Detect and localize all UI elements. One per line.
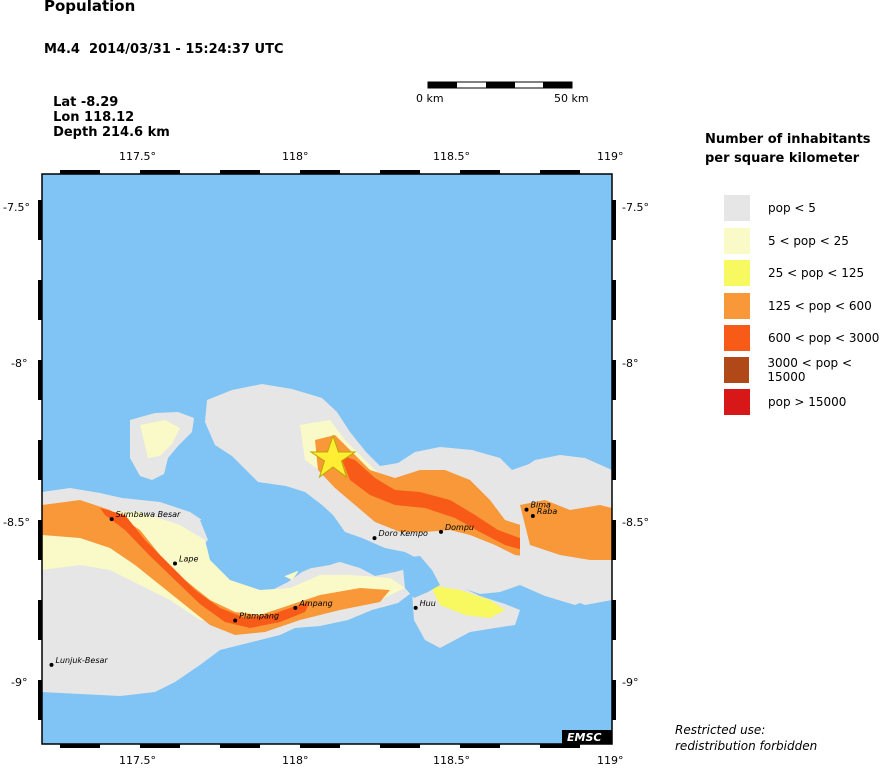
lat-tick-left-4: -9° xyxy=(11,676,28,689)
scale-end-label: 50 km xyxy=(554,92,589,105)
bay-cempi xyxy=(402,556,440,598)
lat-tick-right-2: -8° xyxy=(622,357,639,370)
land-moyo-island-pop xyxy=(140,420,180,458)
town-label: Bima xyxy=(531,501,552,510)
legend-label: 600 < pop < 3000 xyxy=(768,331,880,345)
town-label: Plampang xyxy=(239,612,279,621)
town-marker xyxy=(439,529,443,534)
land-south-peninsula-pop xyxy=(430,585,505,618)
lon-tick-bottom-1: 117.5° xyxy=(119,754,156,767)
event-coords: Lat -8.29 Lon 118.12 Depth 214.6 km xyxy=(44,80,184,140)
legend-label: pop < 5 xyxy=(768,201,816,215)
map-title: Population xyxy=(44,0,136,15)
lon-tick-bottom-2: 118° xyxy=(282,754,309,767)
town-label: Sumbawa Besar xyxy=(116,510,181,519)
legend-label: 25 < pop < 125 xyxy=(768,266,865,280)
event-depth: Depth 214.6 km xyxy=(53,125,170,140)
legend-label: 5 < pop < 25 xyxy=(768,234,849,248)
legend-label: 125 < pop < 600 xyxy=(768,299,872,313)
town-marker xyxy=(109,517,114,522)
town-marker xyxy=(372,536,377,541)
lat-tick-right-4: -9° xyxy=(622,676,639,689)
town-label: Huu xyxy=(420,599,436,608)
lon-tick-top-1: 117.5° xyxy=(119,150,156,163)
legend-item: pop < 5 xyxy=(724,195,816,221)
land-west-pop-3 xyxy=(100,508,310,628)
town-marker xyxy=(293,605,298,610)
epicenter-star-icon xyxy=(309,434,357,479)
scale-bar xyxy=(427,81,573,89)
legend-swatch xyxy=(724,389,750,415)
lat-tick-left-1: -7.5° xyxy=(3,201,30,214)
legend-label: pop > 15000 xyxy=(768,395,847,409)
town-marker xyxy=(530,514,535,518)
lat-tick-right-3: -8.5° xyxy=(622,516,649,529)
legend-item: pop > 15000 xyxy=(724,389,846,415)
notice-line1: Restricted use: xyxy=(675,723,766,737)
town-marker xyxy=(173,561,177,566)
town-label: Ampang xyxy=(298,599,332,608)
town-label: Doro Kempo xyxy=(379,529,429,538)
event-lat: Lat -8.29 xyxy=(53,95,119,110)
lon-tick-top-3: 118.5° xyxy=(433,150,470,163)
land-east-pop xyxy=(520,500,612,560)
notice-line2: redistribution forbidden xyxy=(675,739,818,753)
legend-swatch xyxy=(724,260,750,286)
town-label: Lape xyxy=(179,555,198,564)
restricted-use-notice: Restricted use: redistribution forbidden xyxy=(675,722,817,754)
lon-tick-top-2: 118° xyxy=(282,150,309,163)
town-label: Raba xyxy=(537,507,558,516)
legend-title-line2: per square kilometer xyxy=(705,151,860,166)
lon-tick-top-4: 119° xyxy=(597,150,624,163)
lat-tick-right-1: -7.5° xyxy=(622,201,649,214)
lon-tick-bottom-3: 118.5° xyxy=(433,754,470,767)
legend-item: 600 < pop < 3000 xyxy=(724,325,879,351)
legend-title-line1: Number of inhabitants xyxy=(705,132,871,147)
town-label: Dompu xyxy=(445,523,474,532)
event-lon: Lon 118.12 xyxy=(53,110,135,125)
towns-layer: Sumbawa Besar Lape Plampang Ampang Doro Kemp… xyxy=(49,501,558,667)
legend-item: 3000 < pop < 15000 xyxy=(724,356,891,384)
legend-swatch xyxy=(724,357,750,383)
lat-tick-left-3: -8.5° xyxy=(3,516,30,529)
frame-ticks xyxy=(38,170,616,748)
legend-swatch xyxy=(724,228,750,254)
legend-item: 125 < pop < 600 xyxy=(724,293,872,319)
emsc-watermark: EMSC xyxy=(567,731,601,744)
bay-saleh xyxy=(200,515,345,585)
scale-start-label: 0 km xyxy=(416,92,444,105)
town-label: Lunjuk-Besar xyxy=(56,656,109,665)
town-marker xyxy=(413,605,418,610)
town-marker xyxy=(49,662,54,667)
legend-swatch xyxy=(724,195,750,221)
legend-title: Number of inhabitants per square kilomet… xyxy=(705,130,871,168)
legend-item: 25 < pop < 125 xyxy=(724,260,864,286)
legend-label: 3000 < pop < 15000 xyxy=(767,356,853,384)
legend-swatch xyxy=(724,325,750,351)
town-marker xyxy=(524,507,529,512)
lat-tick-left-2: -8° xyxy=(11,357,28,370)
legend-swatch xyxy=(724,293,750,319)
town-marker xyxy=(233,618,238,623)
event-line: M4.4 2014/03/31 - 15:24:37 UTC xyxy=(44,42,284,57)
legend-item: 5 < pop < 25 xyxy=(724,228,849,254)
lon-tick-bottom-4: 119° xyxy=(597,754,624,767)
